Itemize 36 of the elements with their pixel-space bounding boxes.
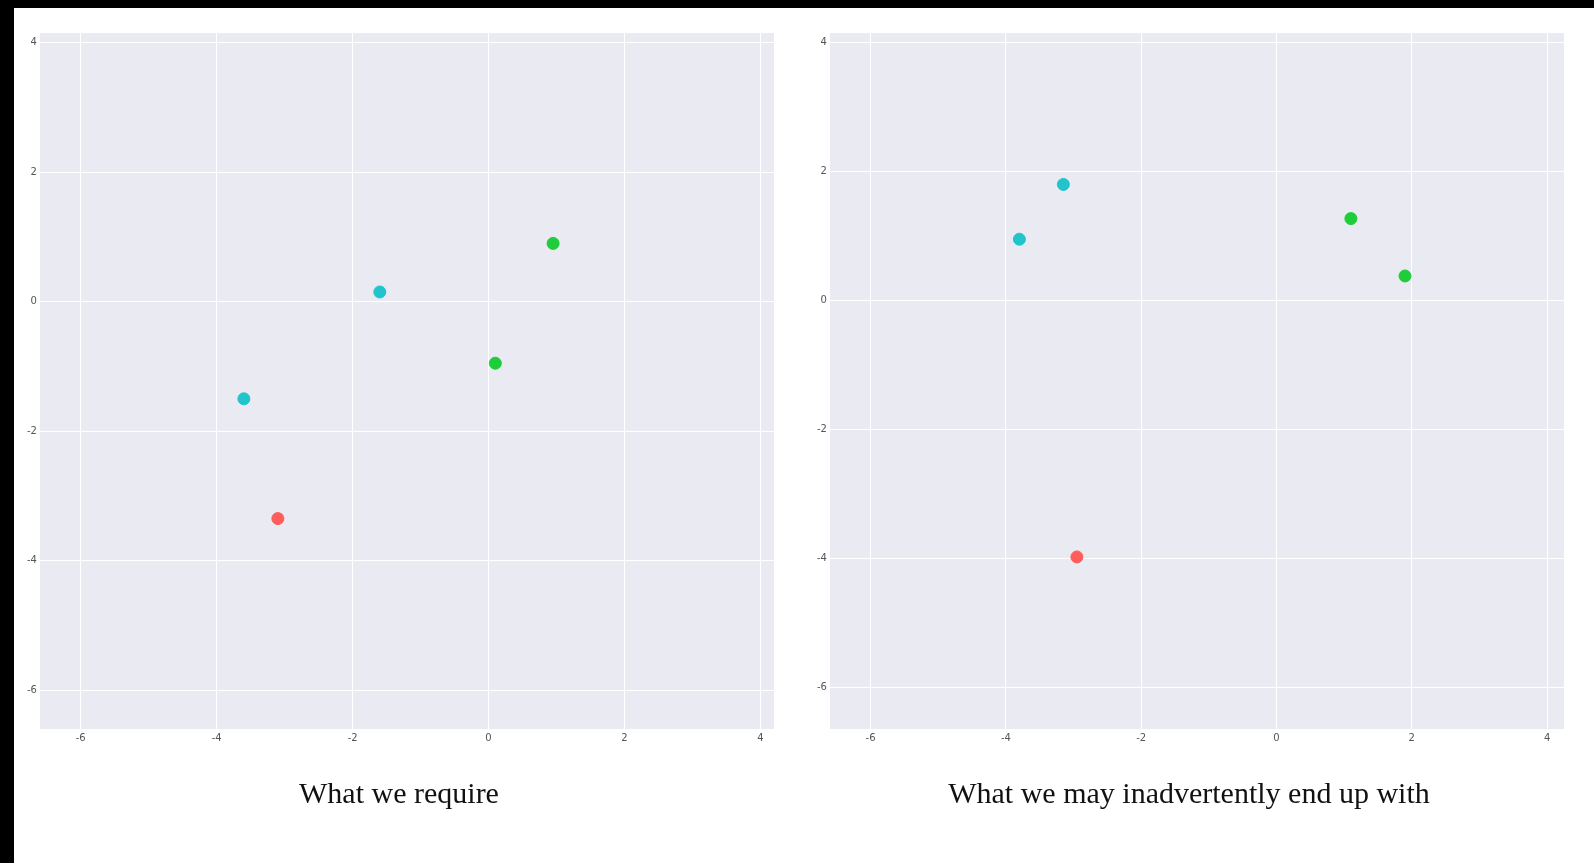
y-tick-label: 2 xyxy=(820,165,827,177)
x-tick-label: -6 xyxy=(75,731,86,743)
x-tick-label: 2 xyxy=(621,731,628,743)
point xyxy=(237,392,251,406)
x-tick-label: 4 xyxy=(1543,731,1551,743)
x-tick-label: -2 xyxy=(1136,731,1147,743)
y-tick-label: 0 xyxy=(30,295,37,307)
x-tick-label: -4 xyxy=(211,731,222,743)
point xyxy=(271,512,285,526)
point xyxy=(1344,212,1358,226)
y-tick-label: -6 xyxy=(26,683,37,695)
y-tick-label: -2 xyxy=(816,422,827,434)
point xyxy=(1012,232,1026,246)
x-tick-label: -2 xyxy=(347,731,358,743)
point xyxy=(373,285,387,299)
point xyxy=(546,236,560,250)
x-tick-label: -4 xyxy=(1000,731,1011,743)
point xyxy=(488,356,502,370)
point xyxy=(1070,550,1084,564)
y-tick-label: -4 xyxy=(26,554,37,566)
y-tick-label: 0 xyxy=(820,294,827,306)
x-tick-label: 2 xyxy=(1408,731,1415,743)
text: What we may inadvertently end up with xyxy=(948,775,1430,809)
x-tick-label: 0 xyxy=(1273,731,1280,743)
y-tick-label: 2 xyxy=(30,165,37,177)
y-tick-label: 4 xyxy=(30,36,37,48)
y-tick-label: -4 xyxy=(816,551,827,563)
y-tick-label: -6 xyxy=(816,680,827,692)
point xyxy=(1398,269,1412,283)
point xyxy=(1056,177,1070,191)
text: What we require xyxy=(299,775,499,809)
x-tick-label: -6 xyxy=(865,731,876,743)
x-tick-label: 0 xyxy=(485,731,492,743)
x-tick-label: 4 xyxy=(757,731,764,743)
y-tick-label: -2 xyxy=(26,424,37,436)
y-tick-label: 4 xyxy=(820,36,827,48)
